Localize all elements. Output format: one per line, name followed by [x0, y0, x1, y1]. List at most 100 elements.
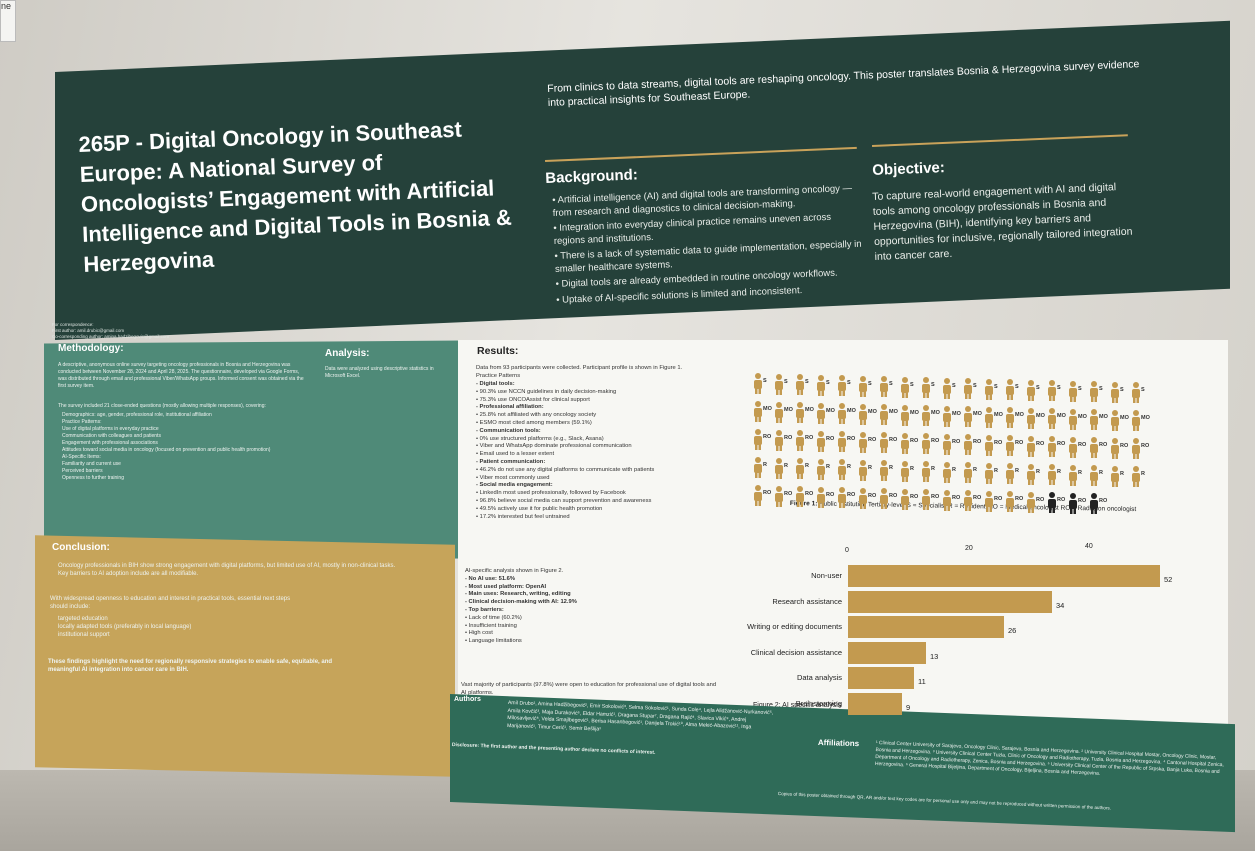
bar-category-label: Clinical decision assistance	[750, 647, 842, 657]
person-role-label: R	[952, 466, 956, 473]
results-line: • Viber most commonly used	[476, 474, 550, 481]
person-icon	[752, 428, 770, 450]
results-line: AI-specific analysis shown in Figure 2.	[465, 568, 564, 574]
person-icon	[878, 487, 896, 509]
person-role-label: RO	[1036, 496, 1045, 503]
person-icon	[794, 401, 812, 423]
person-role-label: RO	[889, 493, 898, 499]
person-role-label: RO	[1057, 497, 1066, 503]
person-icon	[1046, 491, 1064, 513]
person-icon	[941, 405, 959, 427]
person-icon	[1025, 379, 1043, 401]
person-role-label: S	[952, 382, 956, 389]
objective-heading: Objective:	[872, 159, 946, 179]
person-icon	[794, 457, 812, 479]
person-icon	[857, 459, 875, 481]
person-role-label: MO	[763, 406, 772, 412]
results-line: - Patient communication:	[476, 458, 546, 465]
bar	[848, 692, 902, 715]
person-icon	[899, 404, 917, 426]
person-role-label: R	[847, 464, 851, 470]
results-line: • Viber and WhatsApp dominate profession…	[476, 443, 632, 450]
results-line: - Most used platform: OpenAI	[465, 583, 547, 590]
person-role-label: RO	[1099, 442, 1108, 448]
person-icon	[815, 458, 833, 480]
person-icon	[815, 430, 833, 452]
person-icon	[752, 372, 770, 394]
person-role-label: R	[994, 467, 998, 474]
person-icon	[752, 456, 770, 478]
person-icon	[920, 376, 938, 398]
person-icon	[1067, 464, 1085, 486]
person-role-label: RO	[1099, 498, 1108, 504]
person-icon	[941, 433, 959, 455]
x-tick-label: 40	[1085, 543, 1093, 550]
person-role-label: R	[763, 462, 767, 468]
person-role-label: S	[931, 382, 935, 388]
person-role-label: S	[1099, 386, 1103, 392]
results-line: - Top barriers:	[465, 606, 504, 613]
bar-value-label: 26	[1008, 626, 1017, 635]
methodology-item: Familiarity and current use	[62, 461, 121, 467]
results-line: - Social media engagement:	[476, 482, 553, 489]
person-icon	[773, 485, 791, 507]
person-role-label: RO	[868, 492, 877, 499]
results-heading: Results:	[477, 345, 519, 357]
person-icon	[1088, 464, 1106, 486]
person-icon	[773, 401, 791, 423]
person-icon	[836, 402, 854, 424]
person-icon	[1088, 408, 1106, 430]
person-role-label: S	[826, 379, 830, 386]
person-icon	[962, 433, 980, 455]
person-icon	[962, 405, 980, 427]
person-role-label: R	[1099, 470, 1103, 476]
bar-value-label: 52	[1164, 575, 1173, 584]
person-role-label: RO	[763, 490, 772, 496]
results-line: - Communication tools:	[476, 427, 541, 434]
person-role-label: MO	[1015, 412, 1024, 418]
person-role-label: S	[868, 380, 872, 387]
person-role-label: RO	[931, 494, 940, 500]
person-icon	[1109, 381, 1127, 403]
person-role-label: R	[889, 465, 893, 471]
person-icon	[1046, 407, 1064, 429]
bar-value-label: 34	[1056, 600, 1065, 610]
person-role-label: S	[1120, 386, 1124, 393]
person-icon	[1109, 409, 1127, 431]
poster-title: 265P - Digital Oncology in Southeast Eur…	[78, 116, 513, 277]
person-icon	[857, 487, 875, 509]
person-role-label: MO	[1141, 415, 1150, 421]
person-role-label: RO	[1078, 441, 1087, 448]
person-icon	[752, 484, 770, 506]
correspondence: For correspondence: First author: amil.d…	[52, 322, 222, 340]
person-icon	[983, 406, 1001, 428]
person-role-label: S	[1141, 387, 1145, 393]
person-icon	[1025, 491, 1043, 513]
person-role-label: RO	[952, 438, 961, 445]
person-role-label: RO	[1120, 442, 1129, 449]
person-role-label: RO	[1036, 440, 1045, 447]
results-line: • Language limitations	[465, 638, 522, 645]
person-icon	[1109, 437, 1127, 459]
bar-category-label: Non-user	[811, 571, 842, 580]
person-icon	[1004, 462, 1022, 484]
analysis-text: Data were analyzed using descriptive sta…	[325, 366, 434, 379]
person-role-label: MO	[910, 409, 919, 416]
person-icon	[962, 489, 980, 511]
results-line: • 90.3% use NCCN guidelines in daily dec…	[476, 388, 617, 395]
results-line: • 25.8% not affiliated with any oncology…	[476, 412, 597, 419]
person-icon	[983, 378, 1001, 400]
results-closing: Vast majority of participants (97.8%) we…	[461, 682, 717, 696]
person-icon	[836, 374, 854, 396]
person-role-label: S	[847, 380, 851, 386]
correspondence-first: First author: amil.drubic@gmail.com	[52, 328, 125, 333]
person-role-label: RO	[805, 435, 814, 441]
methodology-item: Practice Patterns:	[62, 419, 102, 425]
person-role-label: RO	[1015, 496, 1024, 502]
person-role-label: MO	[805, 407, 814, 413]
corner-note: ne	[0, 0, 16, 42]
person-role-label: S	[910, 381, 914, 388]
results-line: • Email used to a lesser extent	[476, 451, 555, 458]
results-line: - Digital tools:	[476, 381, 515, 387]
results-line: - Main uses: Research, writing, editing	[465, 591, 571, 598]
